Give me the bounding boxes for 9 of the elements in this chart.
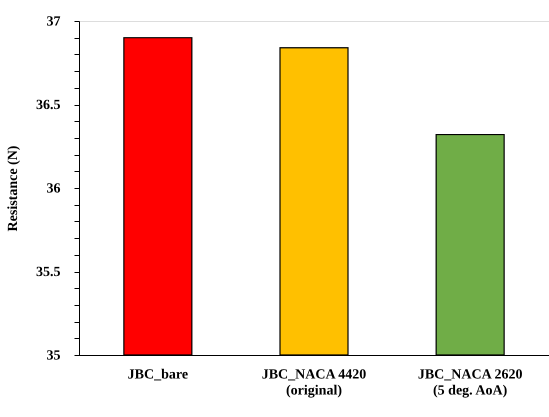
x-tick-label: JBC_NACA 2620 (5 deg. AoA) (418, 368, 522, 398)
y-tick-label: 37 (46, 14, 60, 30)
x-tick-label: JBC_NACA 4420 (original) (262, 368, 366, 398)
y-tick-label: 36 (46, 182, 60, 196)
y-tick-label: 35.5 (36, 265, 60, 280)
y-tick-label: 35 (46, 348, 60, 364)
x-tick-label: JBC_bare (128, 368, 188, 382)
y-axis-title: Resistance (N) (6, 145, 21, 232)
y-tick-label: 36.5 (36, 98, 60, 113)
